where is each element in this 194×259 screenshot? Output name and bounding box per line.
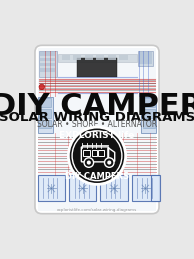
Bar [83,150,90,156]
Bar [143,98,155,107]
Bar [40,68,55,72]
Bar [85,55,93,60]
Bar [38,90,156,126]
Text: DIY CAMPERS: DIY CAMPERS [65,172,129,181]
Text: DIY CAMPER: DIY CAMPER [0,92,194,121]
Bar [39,109,51,118]
Bar [141,97,156,133]
Bar [100,175,128,201]
Bar [96,55,105,60]
Bar [39,98,51,107]
Bar [139,52,152,64]
Bar [39,51,57,77]
Bar [40,57,55,61]
Text: SOLAR WIRING DIAGRAMS: SOLAR WIRING DIAGRAMS [0,111,194,124]
Bar [120,55,128,60]
Bar [40,52,55,55]
Text: exploristlife.com/solar-wiring-diagrams: exploristlife.com/solar-wiring-diagrams [57,208,137,212]
Bar [138,51,153,66]
Circle shape [84,158,94,167]
Bar [73,55,81,60]
Bar [151,175,160,201]
Text: SOLAR • SHORE • ALTERNATOR: SOLAR • SHORE • ALTERNATOR [37,120,157,129]
Bar [143,109,155,118]
Circle shape [74,133,120,179]
Bar [58,54,137,62]
Text: EXPLORIST life: EXPLORIST life [59,131,135,140]
Bar [108,55,116,60]
Bar [69,175,96,201]
FancyBboxPatch shape [35,45,159,214]
Circle shape [39,84,44,90]
Bar [98,150,104,156]
Circle shape [87,161,91,165]
Bar [61,55,70,60]
Circle shape [105,158,114,167]
Bar [40,63,55,67]
Circle shape [107,161,111,165]
Bar [143,120,155,128]
Circle shape [68,127,126,184]
Bar [39,120,51,128]
Bar [38,97,53,133]
Bar [38,48,156,211]
Bar [92,150,97,156]
Bar [38,175,65,201]
Bar [77,57,117,77]
Bar [132,175,159,201]
